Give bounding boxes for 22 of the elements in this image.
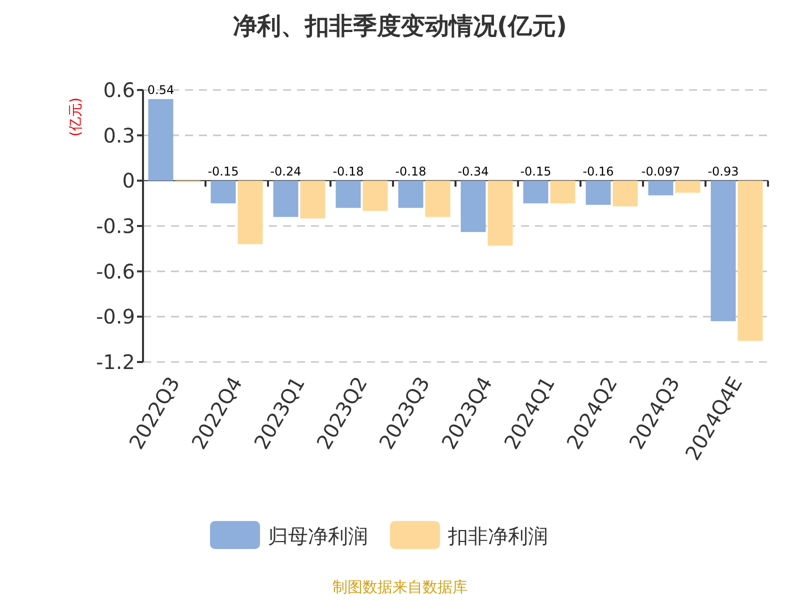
data-label: -0.34 <box>458 164 489 179</box>
data-label: -0.16 <box>582 164 614 179</box>
data-label: -0.15 <box>208 164 239 179</box>
y-tick-label: 0.6 <box>103 78 135 102</box>
y-axis-title: (亿元) <box>68 98 84 136</box>
data-label: 0.54 <box>147 83 174 98</box>
data-label: -0.15 <box>520 164 552 179</box>
y-tick-label: 0.3 <box>103 123 135 148</box>
y-tick-label: -0.6 <box>96 259 135 284</box>
y-tick-label: -0.9 <box>96 304 135 329</box>
data-label: -0.24 <box>270 164 302 179</box>
legend-label: 归母净利润 <box>268 524 368 548</box>
y-tick-label: -1.2 <box>96 350 135 374</box>
data-label: -0.097 <box>641 164 680 179</box>
y-tick-label: -0.3 <box>96 214 135 238</box>
legend-label: 扣非净利润 <box>447 524 548 548</box>
data-label: -0.18 <box>395 164 426 179</box>
y-tick-label: 0 <box>122 168 135 193</box>
data-label: -0.18 <box>332 164 364 179</box>
text: 制图数据来自数据库 <box>332 578 468 596</box>
data-label: -0.93 <box>708 164 739 179</box>
chart-title: 净利、扣非季度变动情况(亿元) <box>233 12 567 40</box>
